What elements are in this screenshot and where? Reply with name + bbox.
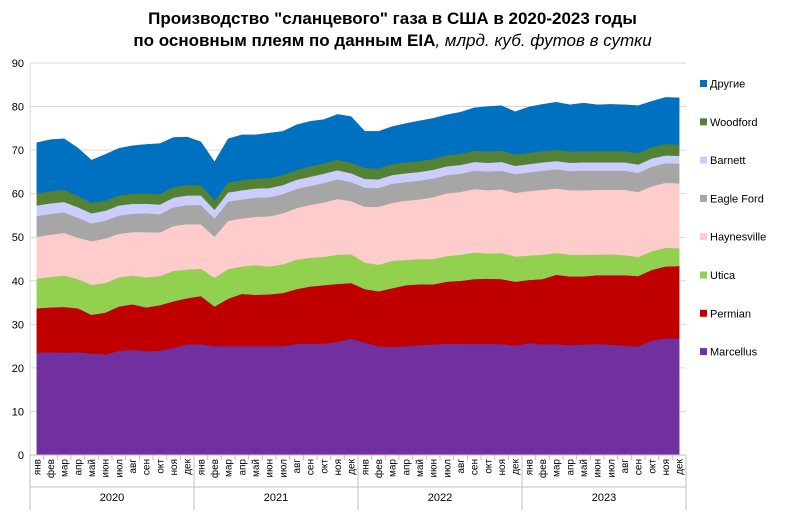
x-month-label: янв <box>32 459 43 475</box>
x-month-label: ноя <box>497 459 508 476</box>
x-month-label: дек <box>675 458 686 474</box>
x-year-label: 2021 <box>264 492 288 504</box>
x-month-label: авг <box>128 459 139 474</box>
x-month-label: фев <box>537 459 549 478</box>
x-year-label: 2023 <box>592 492 616 504</box>
x-month-label: окт <box>483 459 494 474</box>
x-month-label: июл <box>606 459 617 478</box>
x-month-label: мар <box>224 459 235 477</box>
x-month-label: фев <box>209 459 221 478</box>
legend-swatch-woodford <box>700 118 707 126</box>
x-month-label: ноя <box>333 459 344 476</box>
legend-swatch-haynesville <box>700 233 707 241</box>
legend-label-barnett: Barnett <box>710 155 745 167</box>
x-month-label: мар <box>388 459 399 477</box>
y-tick-label: 80 <box>12 102 24 114</box>
x-month-label: июл <box>442 459 453 478</box>
x-month-label: ноя <box>661 459 672 476</box>
x-month-label: авг <box>620 459 631 474</box>
x-month-label: дек <box>347 458 358 474</box>
legend-label-utica: Utica <box>710 270 736 282</box>
x-month-label: сен <box>142 459 153 475</box>
legend-swatch-barnett <box>700 156 707 164</box>
legend-label-woodford: Woodford <box>710 117 758 129</box>
series-areas <box>36 97 680 456</box>
x-month-label: окт <box>647 459 658 474</box>
legend-label-другие: Другие <box>710 79 745 91</box>
legend: Другие Woodford Barnett Eagle Ford Haynesvil… <box>700 79 766 359</box>
x-month-label: дек <box>511 458 522 474</box>
series-area-marcellus <box>36 338 680 456</box>
x-month-label: июн <box>265 459 276 478</box>
y-tick-label: 50 <box>12 232 24 244</box>
x-month-label: авг <box>292 459 303 474</box>
x-month-label: июн <box>593 459 604 478</box>
x-month-label: июн <box>101 459 112 478</box>
x-month-label: май <box>415 459 426 477</box>
x-month-label: окт <box>155 459 166 474</box>
y-tick-label: 70 <box>12 145 24 157</box>
x-month-label: мар <box>60 459 71 477</box>
legend-label-eagle-ford: Eagle Ford <box>710 193 764 205</box>
chart-title: Производство "сланцевого" газа в США в 2… <box>0 8 785 52</box>
y-tick-label: 20 <box>12 363 24 375</box>
y-axis-ticks: 0 10 20 30 40 50 60 70 80 90 <box>12 58 24 462</box>
legend-label-haynesville: Haynesville <box>710 232 766 244</box>
x-month-label: сен <box>634 459 645 475</box>
x-year-label: 2022 <box>428 492 452 504</box>
legend-label-permian: Permian <box>710 308 751 320</box>
y-tick-label: 90 <box>12 58 24 70</box>
legend-swatch-permian <box>700 309 707 317</box>
x-month-label: фев <box>45 459 57 478</box>
legend-swatch-другие <box>700 80 707 87</box>
chart-title-unit: , млрд. куб. футов в сутки <box>435 31 652 50</box>
x-month-label: май <box>87 459 98 477</box>
y-tick-label: 10 <box>12 406 24 418</box>
chart-title-line2-main: по основным плеям по данным EIA <box>133 31 436 50</box>
x-month-label: авг <box>456 459 467 474</box>
x-month-label: апр <box>73 459 84 476</box>
x-month-label: июл <box>278 459 289 478</box>
legend-swatch-utica <box>700 271 707 279</box>
x-month-label: янв <box>196 459 207 475</box>
x-month-label: дек <box>183 458 194 474</box>
x-month-label: май <box>579 459 590 477</box>
x-month-label: май <box>251 459 262 477</box>
series-area-другие <box>36 97 680 204</box>
legend-swatch-eagle-ford <box>700 194 707 202</box>
x-axis-ticks: янв фев мар апр май июн июл авг сен окт ноя дек янв ф… <box>29 455 687 510</box>
y-tick-label: 0 <box>18 450 24 462</box>
x-month-label: мар <box>552 459 563 477</box>
x-month-label: янв <box>524 459 535 475</box>
x-month-label: июн <box>429 459 440 478</box>
x-month-label: ноя <box>169 459 180 476</box>
y-tick-label: 40 <box>12 276 24 288</box>
x-month-label: окт <box>319 459 330 474</box>
x-month-label: сен <box>470 459 481 475</box>
x-year-label: 2020 <box>100 492 124 504</box>
x-month-label: сен <box>306 459 317 475</box>
x-month-label: апр <box>565 459 576 476</box>
x-month-label: июл <box>114 459 125 478</box>
x-month-label: фев <box>373 459 385 478</box>
legend-swatch-marcellus <box>700 348 707 356</box>
x-month-label: апр <box>401 459 412 476</box>
chart-title-line1: Производство "сланцевого" газа в США в 2… <box>148 9 637 28</box>
y-tick-label: 30 <box>12 319 24 331</box>
x-month-label: апр <box>237 459 248 476</box>
legend-label-marcellus: Marcellus <box>710 347 758 359</box>
y-tick-label: 60 <box>12 189 24 201</box>
x-month-label: янв <box>360 459 371 475</box>
chart-title-line2: по основным плеям по данным EIA, млрд. к… <box>0 30 785 52</box>
